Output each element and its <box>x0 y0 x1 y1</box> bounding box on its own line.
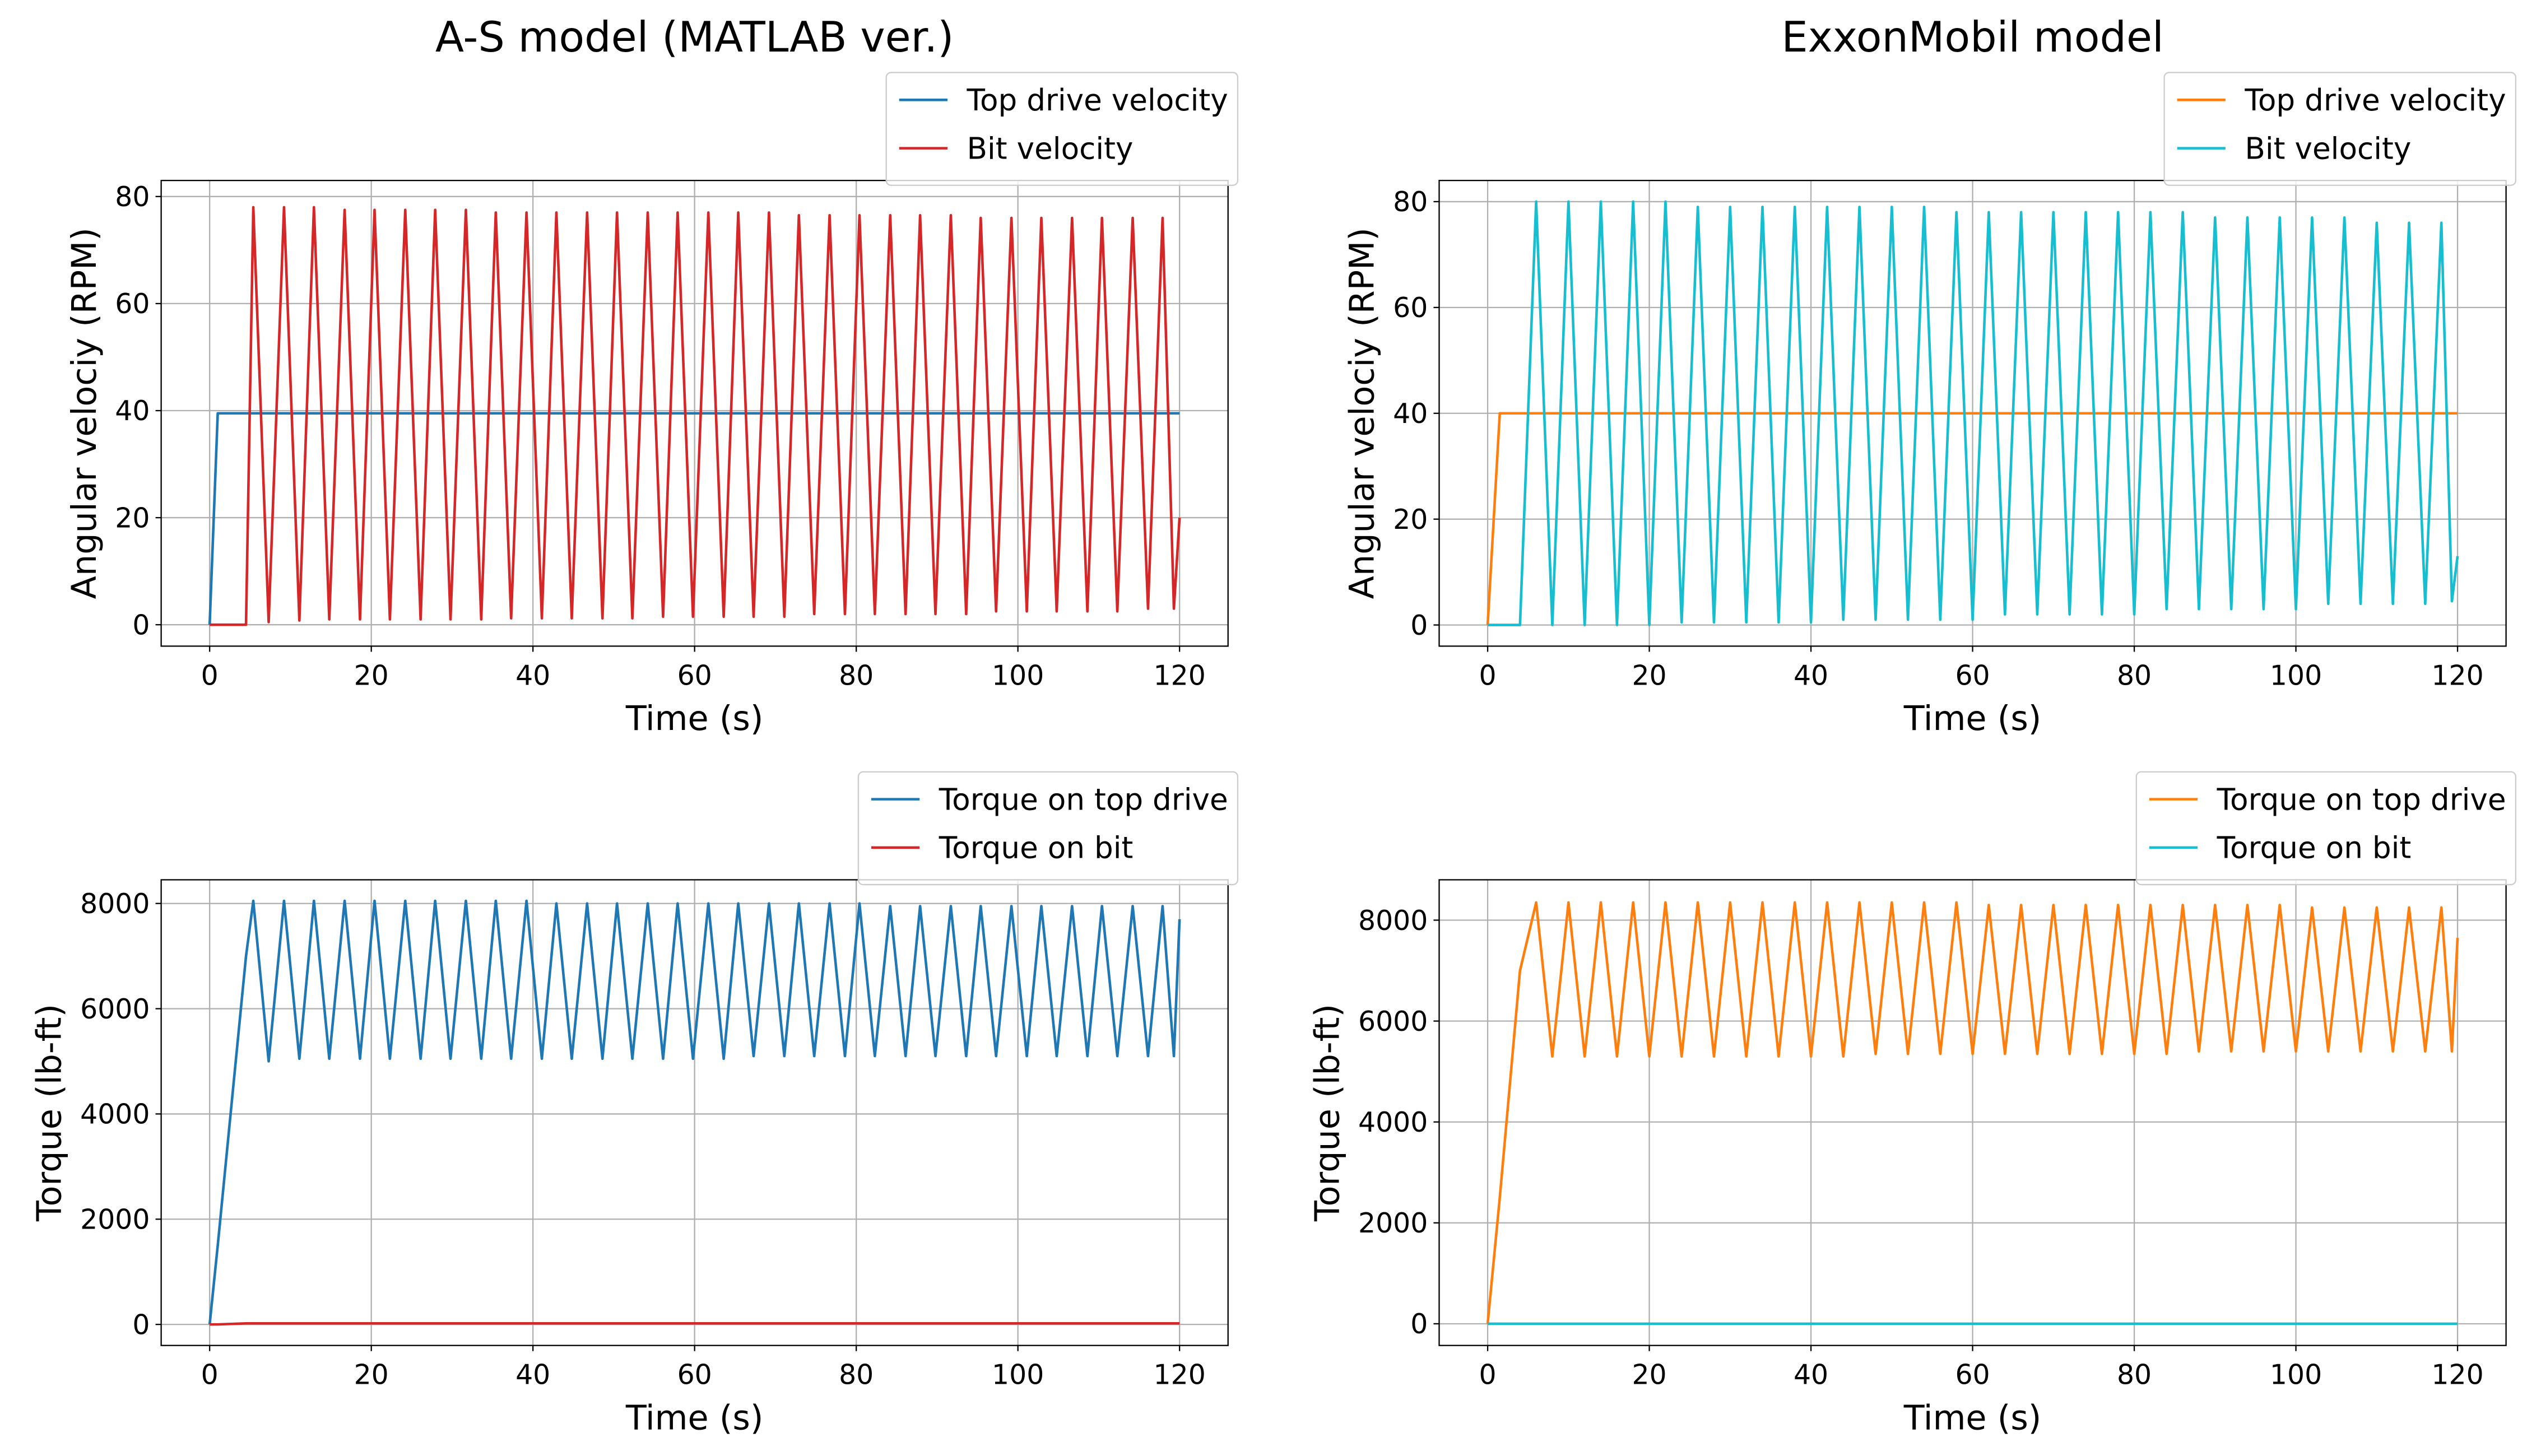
legend-label: Top drive velocity <box>2244 83 2506 118</box>
y-tick-label: 8000 <box>80 888 150 920</box>
x-tick-label: 0 <box>201 659 219 691</box>
data-line <box>210 206 1181 626</box>
legend: Torque on top drive Torque on bit <box>857 771 1239 886</box>
y-tick-label: 40 <box>1393 398 1428 430</box>
legend-label: Torque on bit <box>2217 831 2412 866</box>
y-axis-label: Torque (lb-ft) <box>1308 1004 1347 1222</box>
x-tick-label: 60 <box>1955 1359 1990 1391</box>
x-tick-label: 100 <box>992 1359 1044 1391</box>
legend-label: Bit velocity <box>967 131 1134 166</box>
x-tick-label: 80 <box>839 659 874 691</box>
x-tick-label: 120 <box>1154 659 1206 691</box>
y-tick-label: 80 <box>115 181 150 213</box>
y-tick-label: 4000 <box>80 1099 150 1131</box>
legend-box <box>2135 771 2517 886</box>
x-tick-label: 120 <box>1154 1359 1206 1391</box>
data-line <box>210 1322 1180 1326</box>
legend-box <box>885 72 1239 186</box>
y-tick-label: 20 <box>1393 504 1428 536</box>
x-tick-label: 100 <box>2270 659 2322 691</box>
x-tick-label: 60 <box>677 659 712 691</box>
x-tick-label: 40 <box>515 1359 550 1391</box>
x-tick-label: 60 <box>677 1359 712 1391</box>
y-axis-label: Angular velociy (RPM) <box>1343 227 1382 599</box>
y-tick-label: 2000 <box>80 1204 150 1236</box>
x-tick-label: 0 <box>1479 659 1497 691</box>
subplot: ExxonMobil model 0 20 40 60 80 100 120 0 20 40 60 80… <box>1343 13 2517 738</box>
data-line <box>208 899 1181 1325</box>
y-tick-label: 0 <box>132 1309 150 1341</box>
legend-label: Torque on top drive <box>2217 782 2506 817</box>
y-tick-label: 0 <box>1410 1308 1428 1340</box>
subplot: 0 20 40 60 80 100 120 0 2000 4000 6000 8000 Time (s)… <box>1308 771 2517 1438</box>
legend-box <box>2163 72 2517 186</box>
x-tick-label: 60 <box>1955 659 1990 691</box>
x-tick-label: 100 <box>2270 1359 2322 1391</box>
x-axis-label: Time (s) <box>1903 1398 2042 1438</box>
x-tick-label: 20 <box>1632 659 1666 691</box>
x-tick-label: 0 <box>201 1359 219 1391</box>
chart-title: A-S model (MATLAB ver.) <box>435 13 954 62</box>
axes-frame <box>160 179 1229 647</box>
y-axis-label: Angular velociy (RPM) <box>65 227 104 599</box>
y-tick-label: 40 <box>115 395 150 427</box>
x-tick-label: 20 <box>354 659 389 691</box>
x-tick-label: 80 <box>839 1359 874 1391</box>
x-tick-label: 120 <box>2431 1359 2483 1391</box>
axes-frame <box>1438 879 2507 1346</box>
y-axis-label: Torque (lb-ft) <box>30 1004 69 1222</box>
data-line <box>1486 901 2459 1324</box>
subplot: A-S model (MATLAB ver.) 0 20 40 60 80 100 120 0 2… <box>65 13 1239 738</box>
legend-box <box>857 771 1239 886</box>
legend: Top drive velocity Bit velocity <box>2163 72 2517 186</box>
chart-title: ExxonMobil model <box>1781 13 2163 62</box>
x-tick-label: 0 <box>1479 1359 1497 1391</box>
y-tick-label: 80 <box>1393 186 1428 218</box>
axes-frame <box>160 879 1229 1346</box>
axes-frame <box>1438 179 2507 647</box>
x-tick-label: 100 <box>992 659 1044 691</box>
legend: Torque on top drive Torque on bit <box>2135 771 2517 886</box>
legend-label: Torque on top drive <box>939 782 1228 817</box>
y-tick-label: 4000 <box>1358 1106 1428 1138</box>
y-tick-label: 60 <box>115 288 150 320</box>
y-tick-label: 0 <box>1410 610 1428 641</box>
legend: Top drive velocity Bit velocity <box>885 72 1239 186</box>
x-tick-label: 40 <box>1794 659 1828 691</box>
x-tick-label: 20 <box>354 1359 389 1391</box>
y-tick-label: 60 <box>1393 292 1428 324</box>
x-tick-label: 120 <box>2431 659 2483 691</box>
x-tick-label: 20 <box>1632 1359 1666 1391</box>
y-tick-label: 0 <box>132 609 150 641</box>
x-axis-label: Time (s) <box>1903 699 2042 738</box>
y-tick-label: 8000 <box>1358 905 1428 937</box>
y-tick-label: 2000 <box>1358 1207 1428 1239</box>
x-tick-label: 40 <box>1794 1359 1828 1391</box>
x-axis-label: Time (s) <box>625 699 764 738</box>
legend-label: Bit velocity <box>2245 131 2411 166</box>
legend-label: Top drive velocity <box>967 83 1228 118</box>
x-tick-label: 80 <box>2117 1359 2152 1391</box>
data-line <box>1488 200 2459 626</box>
y-tick-label: 20 <box>115 502 150 534</box>
legend-label: Torque on bit <box>939 831 1134 866</box>
y-tick-label: 6000 <box>80 993 150 1025</box>
x-tick-label: 80 <box>2117 659 2152 691</box>
x-axis-label: Time (s) <box>625 1398 764 1438</box>
y-tick-label: 6000 <box>1358 1006 1428 1038</box>
subplot: 0 20 40 60 80 100 120 0 2000 4000 6000 8000 Time (s)… <box>30 771 1239 1438</box>
x-tick-label: 40 <box>515 659 550 691</box>
